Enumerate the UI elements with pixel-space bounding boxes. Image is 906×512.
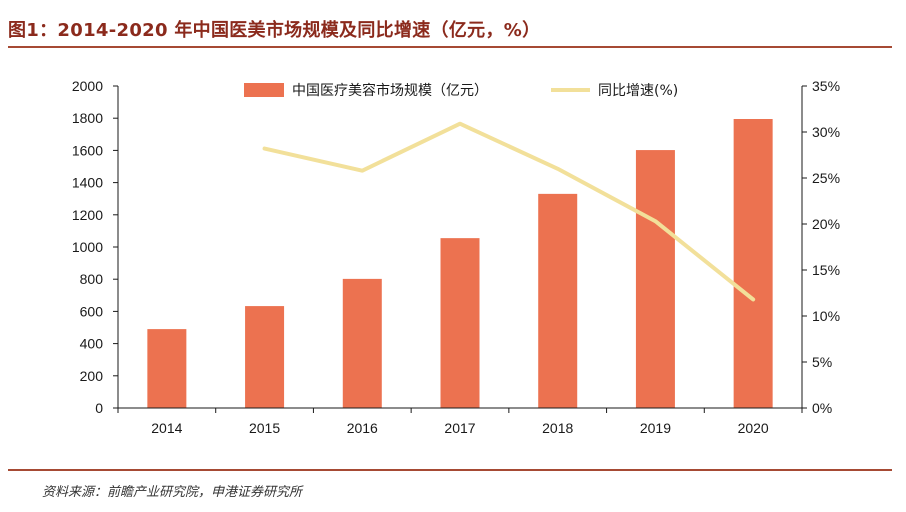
x-tick-label: 2020 xyxy=(738,420,769,436)
chart: 0 200 400 600 800 1000 1200 1400 1600 1800 2000 0%… xyxy=(72,78,840,436)
axes xyxy=(113,85,807,413)
x-tick-label: 2019 xyxy=(640,420,671,436)
left-tick-label: 1400 xyxy=(72,175,103,191)
figure-title: 图1：2014-2020 年中国医美市场规模及同比增速（亿元，%） xyxy=(8,20,541,41)
source-rule xyxy=(8,469,892,471)
growth-line xyxy=(262,121,756,302)
bar-2020 xyxy=(733,119,773,408)
x-tick-label: 2018 xyxy=(542,420,573,436)
right-tick-label: 10% xyxy=(812,308,840,324)
left-tick-label: 2000 xyxy=(72,78,103,94)
right-tick-label: 20% xyxy=(812,216,840,232)
left-tick-label: 1000 xyxy=(72,239,103,255)
left-tick-label: 200 xyxy=(80,368,104,384)
bar-series xyxy=(147,119,773,408)
right-tick-label: 5% xyxy=(812,354,832,370)
legend-bar-label: 中国医疗美容市场规模（亿元） xyxy=(292,82,488,99)
left-tick-label: 800 xyxy=(80,271,104,287)
x-tick-label: 2016 xyxy=(347,420,378,436)
right-tick-label: 35% xyxy=(812,78,840,94)
left-tick-label: 1800 xyxy=(72,110,103,126)
right-tick-label: 30% xyxy=(812,124,840,140)
x-tick-label: 2015 xyxy=(249,420,280,436)
legend-line-label: 同比增速(%) xyxy=(598,83,678,99)
title-rule xyxy=(8,46,892,48)
right-tick-label: 15% xyxy=(812,262,840,278)
left-tick-label: 1600 xyxy=(72,142,103,158)
left-axis-labels: 0 200 400 600 800 1000 1200 1400 1600 1800 2000 xyxy=(72,78,103,416)
right-axis-labels: 0% 5% 10% 15% 20% 25% 30% 35% xyxy=(812,78,840,416)
left-tick-label: 400 xyxy=(80,336,104,352)
bar-2015 xyxy=(245,306,285,408)
right-tick-label: 25% xyxy=(812,170,840,186)
bar-2018 xyxy=(538,193,578,408)
bar-2017 xyxy=(440,238,480,408)
line-series xyxy=(262,121,756,302)
left-tick-label: 1200 xyxy=(72,207,103,223)
x-axis-labels: 2014 2015 2016 2017 2018 2019 2020 xyxy=(151,420,769,436)
x-tick-label: 2017 xyxy=(444,420,475,436)
source-note: 资料来源：前瞻产业研究院，申港证券研究所 xyxy=(42,485,303,500)
legend-bar-swatch xyxy=(244,83,284,97)
left-tick-label: 0 xyxy=(95,400,103,416)
x-tick-label: 2014 xyxy=(151,420,182,436)
legend: 中国医疗美容市场规模（亿元） 同比增速(%) xyxy=(244,82,678,99)
bar-2016 xyxy=(342,278,382,408)
bar-2014 xyxy=(147,329,187,408)
bar-2019 xyxy=(635,150,675,408)
right-tick-label: 0% xyxy=(812,400,832,416)
left-tick-label: 600 xyxy=(80,303,104,319)
